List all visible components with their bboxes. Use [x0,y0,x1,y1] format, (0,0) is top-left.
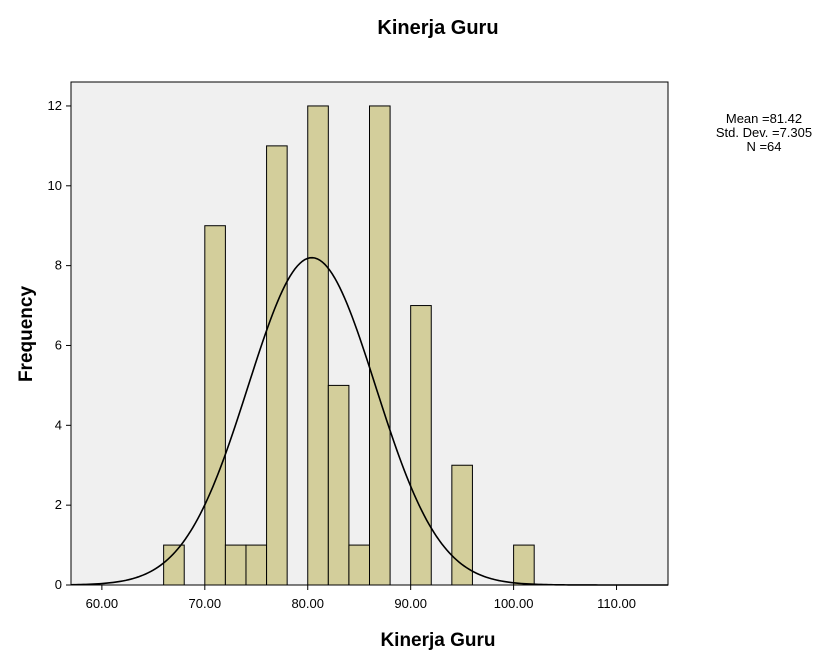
x-axis-label: Kinerja Guru [380,630,495,651]
histogram-bar [348,544,370,586]
y-axis-ticks: 0 2 4 6 8 10 12 [48,98,71,592]
x-tick-label: 90.00 [394,596,427,611]
stat-n: N =64 [746,139,781,154]
x-tick-label: 80.00 [291,596,324,611]
y-tick-label: 4 [55,417,62,432]
x-tick-label: 70.00 [189,596,222,611]
y-tick-label: 10 [48,178,62,193]
histogram-bar [266,145,288,586]
x-tick-label: 100.00 [494,596,534,611]
x-tick-label: 110.00 [597,596,636,611]
histogram-bar [204,225,226,586]
y-tick-label: 8 [55,258,62,273]
x-tick-label: 60.00 [86,596,119,611]
y-tick-label: 2 [55,497,62,512]
y-tick-label: 0 [55,577,62,592]
y-tick-label: 6 [55,337,62,352]
chart-title: Kinerja Guru [377,17,498,39]
stat-mean: Mean =81.42 [726,111,802,126]
histogram-bar [513,544,535,586]
x-axis-ticks: 60.00 70.00 80.00 90.00 100.00 110.00 [86,585,636,611]
histogram-bar [224,544,247,586]
y-tick-label: 12 [48,98,62,113]
stat-std-dev: Std. Dev. =7.305 [716,125,812,140]
histogram-bars [163,105,535,586]
histogram-bar [163,544,185,586]
histogram-bar [410,305,432,586]
histogram-bar [307,105,329,586]
histogram-bar [451,464,473,586]
y-axis-label: Frequency [16,286,37,383]
statistics-box: Mean =81.42 Std. Dev. =7.305 N =64 [716,111,812,154]
histogram-bar [369,105,391,586]
histogram-bar [245,544,268,586]
histogram-bar [327,384,350,586]
